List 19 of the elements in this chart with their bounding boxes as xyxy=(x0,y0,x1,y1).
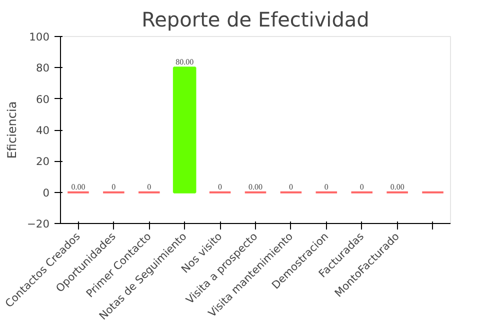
data-label: 0 xyxy=(288,182,293,192)
y-tick-label: 20 xyxy=(36,155,50,168)
chart-title: Reporte de Efectividad xyxy=(142,8,370,32)
data-label: 80.00 xyxy=(176,58,194,67)
y-tick-label: 100 xyxy=(29,30,50,44)
data-label: 0.00 xyxy=(390,182,404,192)
y-tick-label: 80 xyxy=(36,62,50,75)
y-tick-label: −20 xyxy=(27,218,50,230)
y-tick-label: 60 xyxy=(36,92,50,106)
y-tick-label: 40 xyxy=(36,124,50,137)
data-label: 0.00 xyxy=(71,182,86,192)
data-label: 0 xyxy=(147,182,152,192)
data-label: 0.00 xyxy=(248,182,262,192)
y-axis-title: Eficiencia xyxy=(5,101,20,159)
y-tick-label: 0 xyxy=(42,186,50,200)
data-label: 0 xyxy=(112,182,116,192)
data-label: 0 xyxy=(360,182,364,192)
data-label: 0 xyxy=(218,182,222,192)
data-label: 0 xyxy=(324,182,328,192)
